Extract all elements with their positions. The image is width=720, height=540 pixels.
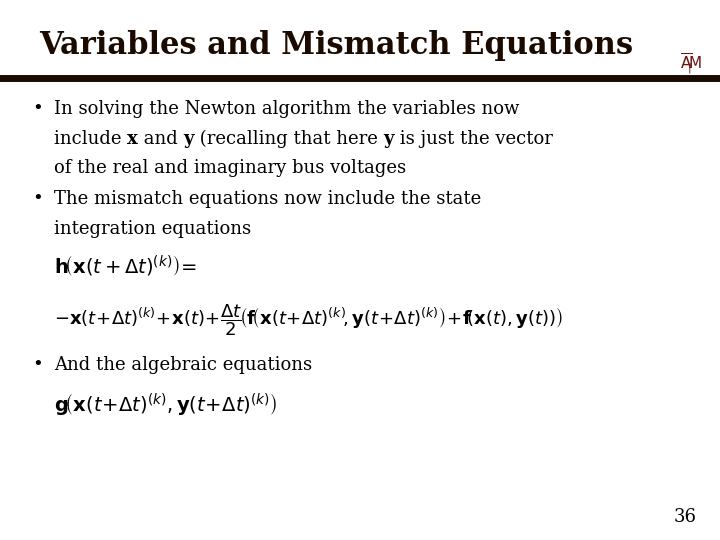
- Text: Variables and Mismatch Equations: Variables and Mismatch Equations: [40, 30, 634, 60]
- Text: •: •: [32, 190, 43, 208]
- Text: •: •: [32, 356, 43, 374]
- Text: $\mathbf{h}\!\left(\mathbf{x}(t+\Delta t)^{(k)}\right)\!=\!$: $\mathbf{h}\!\left(\mathbf{x}(t+\Delta t…: [54, 254, 197, 279]
- Text: $\mathbf{g}\!\left(\mathbf{x}(t\!+\!\Delta t)^{(k)},\mathbf{y}(t\!+\!\Delta t)^{: $\mathbf{g}\!\left(\mathbf{x}(t\!+\!\Del…: [54, 392, 277, 418]
- Text: •: •: [32, 100, 43, 118]
- Text: 36: 36: [674, 509, 697, 526]
- Text: is just the vector: is just the vector: [394, 130, 553, 147]
- Text: And the algebraic equations: And the algebraic equations: [54, 356, 312, 374]
- Text: (recalling that here: (recalling that here: [194, 130, 384, 148]
- Text: x: x: [127, 130, 138, 147]
- Text: y: y: [184, 130, 194, 147]
- Text: include: include: [54, 130, 127, 147]
- Text: In solving the Newton algorithm the variables now: In solving the Newton algorithm the vari…: [54, 100, 519, 118]
- Text: The mismatch equations now include the state: The mismatch equations now include the s…: [54, 190, 481, 208]
- Text: $\mathsf{\overline{A}_{\!\!|}\!M}$: $\mathsf{\overline{A}_{\!\!|}\!M}$: [680, 51, 702, 76]
- Text: integration equations: integration equations: [54, 220, 251, 238]
- Text: y: y: [384, 130, 394, 147]
- Text: of the real and imaginary bus voltages: of the real and imaginary bus voltages: [54, 159, 406, 177]
- Text: and: and: [138, 130, 184, 147]
- Text: $-\mathbf{x}(t\!+\!\Delta t)^{(k)}\!+\!\mathbf{x}(t)\!+\!\dfrac{\Delta t}{2}\!\l: $-\mathbf{x}(t\!+\!\Delta t)^{(k)}\!+\!\…: [54, 302, 563, 338]
